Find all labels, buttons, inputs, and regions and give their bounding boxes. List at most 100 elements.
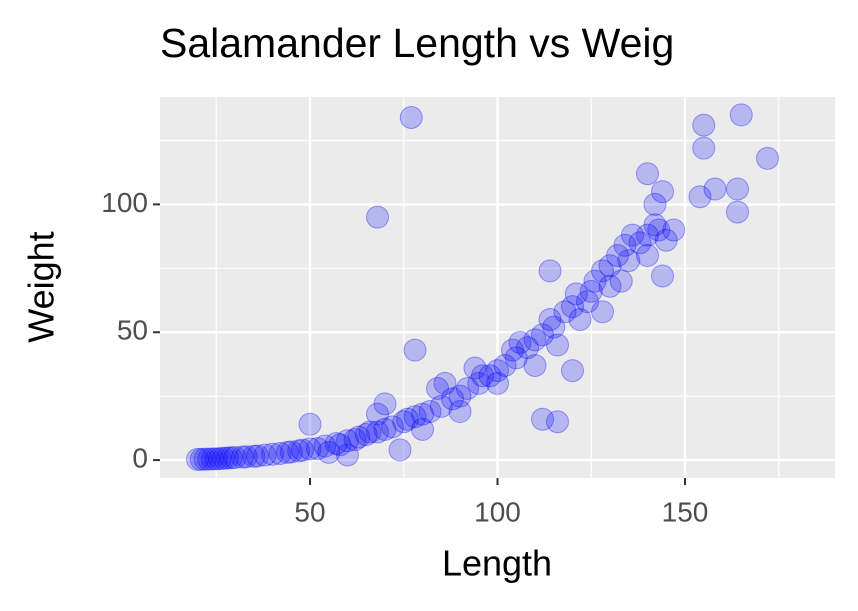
point (411, 402, 434, 426)
point (504, 346, 528, 370)
point (324, 431, 348, 455)
point (448, 400, 472, 424)
point (636, 244, 659, 268)
x-axis-label: Length (442, 543, 552, 584)
point (598, 274, 622, 298)
point (501, 338, 524, 362)
point (756, 146, 779, 170)
point (366, 205, 389, 229)
point (328, 433, 352, 457)
point (287, 439, 311, 463)
point (692, 136, 716, 160)
point (636, 223, 659, 247)
point (456, 377, 479, 401)
point (306, 437, 329, 461)
point (508, 330, 532, 354)
point (189, 447, 213, 471)
point (313, 434, 337, 458)
point (343, 428, 367, 452)
point (568, 307, 592, 331)
point (373, 417, 397, 441)
point (692, 113, 716, 137)
point (579, 279, 603, 303)
point (546, 410, 569, 434)
y-tick-label: 50 (117, 315, 148, 346)
point (576, 290, 599, 314)
point (591, 259, 614, 283)
point (246, 444, 269, 468)
point (643, 192, 667, 216)
point (373, 392, 397, 416)
point (298, 437, 322, 461)
point (426, 377, 449, 401)
point (253, 443, 277, 467)
point (654, 228, 678, 252)
point (628, 231, 652, 255)
point (208, 447, 232, 471)
chart-title: Salamander Length vs Weig (160, 20, 674, 66)
point (186, 447, 209, 471)
point (291, 438, 314, 462)
point (392, 410, 416, 434)
point (216, 446, 239, 470)
point (564, 282, 588, 306)
point (366, 420, 389, 444)
point (726, 177, 749, 201)
point (354, 423, 378, 447)
point (516, 336, 539, 360)
point (606, 244, 629, 268)
y-tick-label: 0 (132, 442, 148, 473)
point (268, 441, 292, 465)
point (347, 425, 371, 449)
point (531, 407, 554, 431)
point (561, 359, 584, 383)
point (441, 387, 464, 411)
point (493, 353, 517, 377)
point (553, 300, 577, 324)
point (396, 407, 419, 431)
point (429, 394, 453, 418)
point (448, 384, 472, 408)
point (358, 420, 382, 444)
point (609, 269, 633, 293)
point (486, 371, 509, 395)
point (561, 295, 584, 319)
point (726, 200, 749, 224)
point (523, 353, 547, 377)
point (613, 233, 637, 257)
point (651, 180, 674, 204)
point (703, 177, 727, 201)
point (212, 446, 236, 470)
point (201, 447, 224, 471)
point (636, 162, 659, 186)
point (219, 446, 243, 470)
point (366, 402, 389, 426)
point (433, 371, 457, 395)
y-axis-label: Weight (21, 231, 62, 342)
point (617, 249, 641, 273)
point (411, 417, 434, 441)
point (298, 412, 322, 436)
point (279, 440, 303, 464)
point (729, 103, 753, 127)
point (197, 447, 221, 471)
point (583, 269, 607, 293)
point (467, 371, 491, 395)
point (399, 105, 423, 129)
point (403, 338, 427, 362)
point (234, 445, 258, 469)
point (276, 440, 299, 464)
point (591, 300, 614, 324)
point (231, 445, 254, 469)
point (486, 359, 509, 383)
point (621, 223, 644, 247)
point (478, 364, 502, 388)
point (388, 438, 412, 462)
point (463, 356, 487, 380)
x-tick-label: 50 (294, 496, 325, 527)
point (542, 315, 566, 339)
x-tick-label: 150 (662, 496, 709, 527)
point (643, 213, 667, 237)
point (261, 442, 284, 466)
